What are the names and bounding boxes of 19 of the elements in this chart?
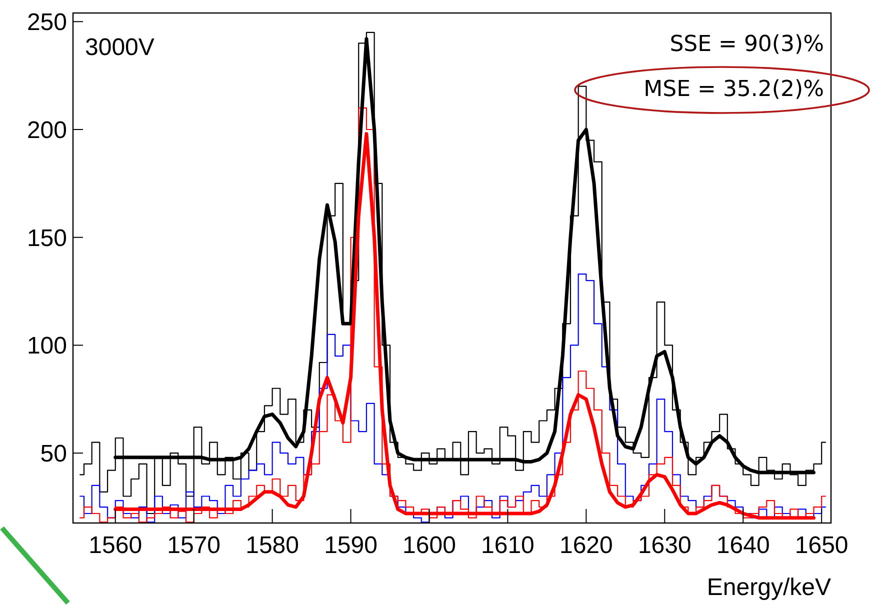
- y-tick-label: 50: [40, 440, 67, 468]
- x-axis-title: Energy/keV: [706, 574, 831, 601]
- x-tick-label: 1560: [88, 532, 142, 559]
- x-tick-label: 1650: [794, 532, 848, 559]
- y-tick-label: 100: [26, 332, 67, 360]
- y-tick-label: 200: [26, 116, 67, 144]
- x-tick-label: 1640: [716, 532, 770, 559]
- annotation: SSE = 90(3)%: [670, 32, 824, 57]
- y-tick-label: 250: [26, 9, 67, 36]
- x-tick-label: 1570: [167, 532, 221, 559]
- x-tick-label: 1580: [246, 532, 300, 559]
- annotation: MSE = 35.2(2)%: [644, 77, 824, 102]
- x-tick-label: 1620: [559, 532, 613, 559]
- y-tick-label: 150: [26, 224, 67, 252]
- x-tick-label: 1590: [324, 532, 378, 559]
- annotation: 3000V: [85, 34, 154, 61]
- x-tick-label: 1630: [638, 532, 692, 559]
- x-tick-label: 1610: [481, 532, 534, 559]
- x-tick-label: 1600: [402, 532, 456, 559]
